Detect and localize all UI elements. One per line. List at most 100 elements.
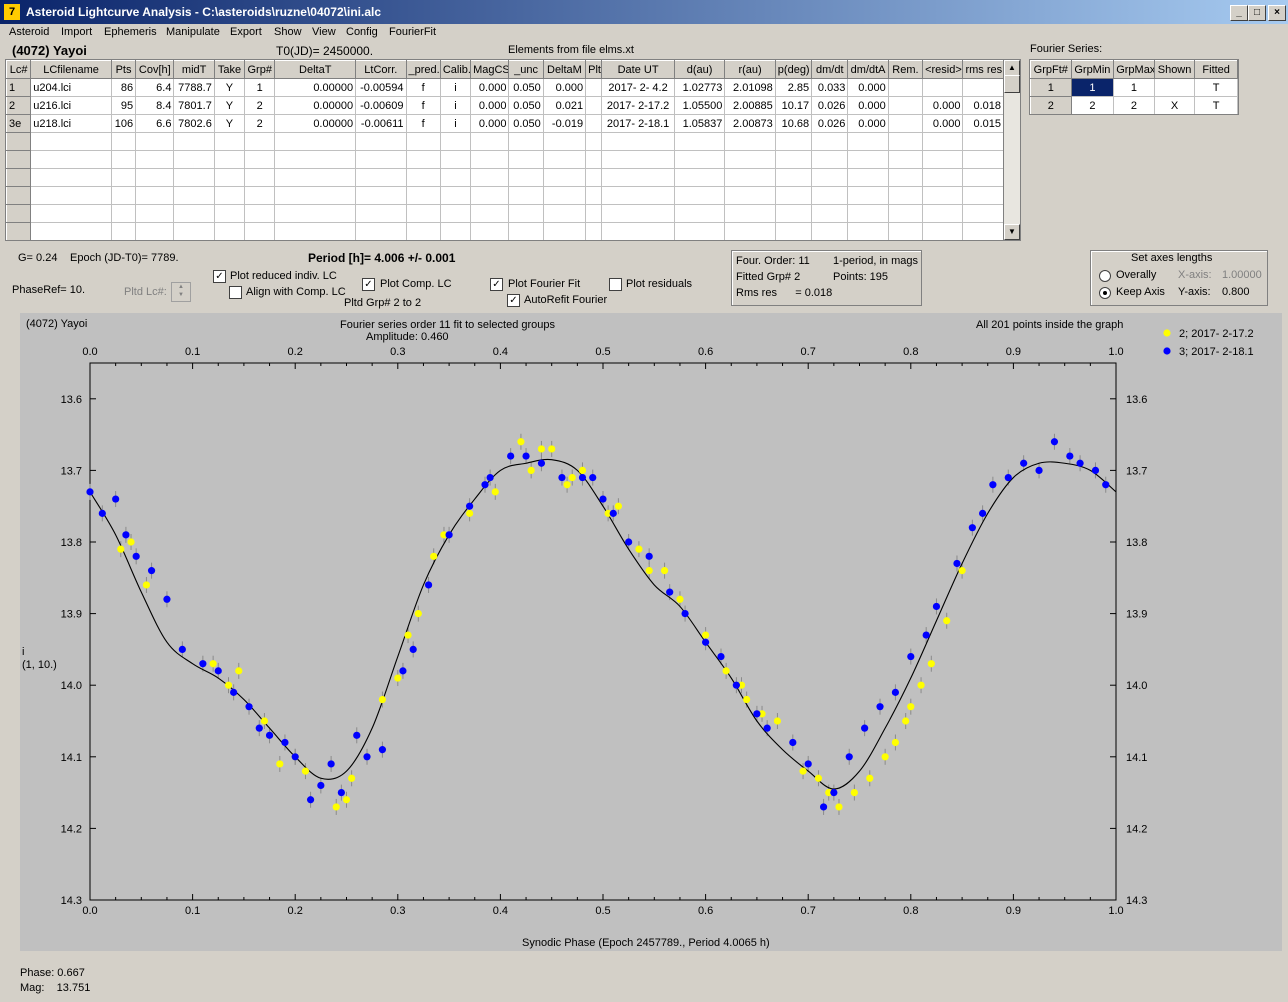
table-cell[interactable] (585, 150, 603, 169)
table-cell[interactable]: 0.021 (542, 96, 587, 115)
table-cell[interactable] (601, 150, 675, 169)
table-cell[interactable] (887, 222, 924, 240)
lc-col-header[interactable]: p(deg) (774, 60, 813, 79)
table-cell[interactable]: -0.00611 (355, 114, 407, 133)
table-row[interactable] (6, 204, 1004, 223)
table-cell[interactable] (922, 78, 964, 97)
lc-col-header[interactable]: Date UT (601, 60, 675, 79)
table-cell[interactable] (135, 186, 175, 205)
scroll-up-arrow-icon[interactable]: ▲ (1004, 60, 1020, 76)
table-cell[interactable] (355, 204, 407, 223)
table-row[interactable]: 3e u218.lci 106 6.6 7802.6 Y 2 0.00000 -0.00611 f… (6, 114, 1004, 133)
lc-col-header[interactable]: r(au) (724, 60, 776, 79)
table-cell[interactable] (542, 150, 587, 169)
table-cell[interactable]: 106 (110, 114, 137, 133)
table-cell[interactable] (585, 132, 603, 151)
table-cell[interactable] (724, 222, 776, 240)
fourier-cell[interactable]: T (1194, 96, 1238, 114)
fourier-col-header[interactable]: Shown (1153, 60, 1196, 79)
table-cell[interactable]: 2 (244, 114, 276, 133)
table-cell[interactable] (847, 222, 889, 240)
table-cell[interactable] (774, 132, 813, 151)
table-cell[interactable] (585, 204, 603, 223)
table-cell[interactable]: 0.050 (508, 114, 544, 133)
table-cell[interactable]: 0.026 (811, 114, 849, 133)
table-cell[interactable] (439, 132, 472, 151)
table-cell[interactable] (962, 204, 1004, 223)
table-cell[interactable] (135, 168, 175, 187)
table-cell[interactable] (673, 168, 726, 187)
table-cell[interactable]: 8.4 (135, 96, 175, 115)
table-cell[interactable] (887, 132, 924, 151)
table-cell[interactable]: u216.lci (30, 96, 112, 115)
table-cell[interactable] (774, 186, 813, 205)
table-cell[interactable] (585, 96, 603, 115)
table-cell[interactable] (405, 132, 441, 151)
table-cell[interactable] (673, 222, 726, 240)
fourier-cell[interactable]: T (1194, 78, 1238, 97)
menu-import[interactable]: Import (61, 26, 93, 38)
table-cell[interactable] (601, 132, 675, 151)
table-cell[interactable] (508, 150, 544, 169)
row-header[interactable]: 1 (6, 78, 32, 97)
table-cell[interactable]: 1 (244, 78, 276, 97)
table-cell[interactable] (811, 186, 849, 205)
table-cell[interactable] (962, 168, 1004, 187)
table-cell[interactable]: -0.019 (542, 114, 587, 133)
table-cell[interactable] (405, 186, 441, 205)
table-cell[interactable] (585, 222, 603, 240)
table-cell[interactable] (213, 204, 246, 223)
table-cell[interactable] (135, 150, 175, 169)
lc-col-header[interactable]: Pts (110, 60, 137, 79)
table-cell[interactable] (847, 168, 889, 187)
table-cell[interactable]: i (439, 96, 472, 115)
table-cell[interactable] (213, 186, 246, 205)
table-cell[interactable] (774, 150, 813, 169)
table-cell[interactable] (355, 222, 407, 240)
fourier-col-header[interactable]: Fitted (1194, 60, 1238, 79)
menu-view[interactable]: View (312, 26, 336, 38)
menu-manipulate[interactable]: Manipulate (166, 26, 220, 38)
table-cell[interactable] (585, 168, 603, 187)
table-cell[interactable] (601, 168, 675, 187)
table-cell[interactable] (922, 168, 964, 187)
table-cell[interactable] (470, 150, 510, 169)
table-cell[interactable] (470, 186, 510, 205)
table-row[interactable]: 1 u204.lci 86 6.4 7788.7 Y 1 0.00000 -0.00594 f i 0… (6, 78, 1004, 97)
table-cell[interactable]: 1.02773 (673, 78, 726, 97)
table-cell[interactable] (585, 78, 603, 97)
table-cell[interactable] (274, 222, 357, 240)
table-row[interactable] (6, 150, 1004, 169)
table-cell[interactable] (274, 132, 357, 151)
table-cell[interactable] (173, 168, 215, 187)
table-cell[interactable] (585, 114, 603, 133)
menu-export[interactable]: Export (230, 26, 262, 38)
table-cell[interactable]: 1.05500 (673, 96, 726, 115)
table-cell[interactable]: 95 (110, 96, 137, 115)
lc-col-header[interactable]: LtCorr. (355, 60, 407, 79)
table-row[interactable] (6, 132, 1004, 151)
lc-col-header[interactable]: dm/dt (811, 60, 849, 79)
table-cell[interactable]: 7788.7 (173, 78, 215, 97)
table-cell[interactable] (922, 132, 964, 151)
table-cell[interactable] (962, 78, 1004, 97)
table-cell[interactable] (774, 222, 813, 240)
table-cell[interactable]: 2017- 2-18.1 (601, 114, 675, 133)
fourier-cell[interactable] (1153, 78, 1196, 97)
lc-col-header[interactable]: Plt (585, 60, 603, 79)
fourier-col-header[interactable]: GrpFt# (1030, 60, 1072, 79)
table-cell[interactable] (724, 150, 776, 169)
lc-col-header[interactable]: DeltaT (274, 60, 357, 79)
table-cell[interactable] (887, 114, 924, 133)
table-row[interactable] (6, 186, 1004, 205)
table-cell[interactable]: 10.17 (774, 96, 813, 115)
lc-col-header[interactable]: Rem. (887, 60, 924, 79)
table-cell[interactable] (244, 150, 276, 169)
table-cell[interactable]: i (439, 78, 472, 97)
table-cell[interactable]: 0.015 (962, 114, 1004, 133)
table-cell[interactable]: f (405, 78, 441, 97)
minimize-button[interactable]: _ (1230, 5, 1248, 21)
table-cell[interactable] (887, 78, 924, 97)
table-cell[interactable] (213, 150, 246, 169)
